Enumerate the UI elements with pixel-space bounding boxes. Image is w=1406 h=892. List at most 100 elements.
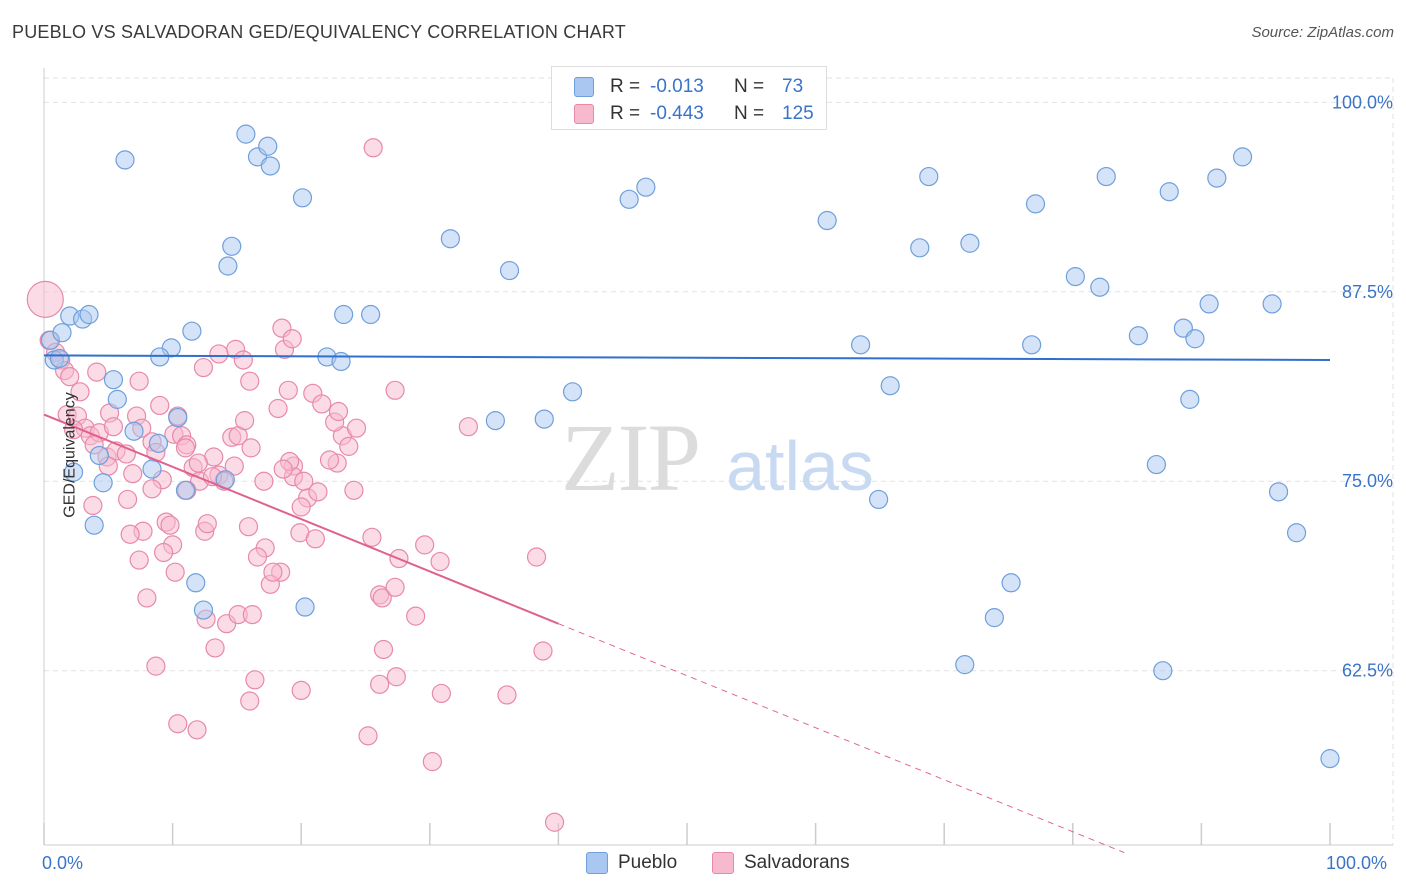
bottom-legend-label-salvadorans: Salvadorans: [744, 852, 850, 873]
bottom-legend-swatch-pueblo: [586, 852, 608, 874]
salvadorans-point: [544, 812, 565, 832]
legend-n-value: 73: [782, 76, 804, 97]
salvadorans-point: [291, 680, 311, 701]
salvadorans-point: [142, 479, 162, 499]
pueblo-point: [107, 389, 127, 409]
salvadorans-point: [358, 726, 378, 746]
salvadorans-point: [240, 371, 260, 391]
legend-swatch-salvadorans: [574, 104, 594, 124]
salvadorans-point: [129, 371, 149, 391]
pueblo-point: [295, 597, 315, 617]
pueblo-point: [222, 236, 242, 256]
legend-row-pueblo: R = -0.013 N = 73: [574, 75, 803, 99]
salvadorans-point: [263, 562, 283, 582]
salvadorans-point: [305, 529, 325, 549]
salvadorans-point: [385, 577, 405, 597]
salvadorans-point: [247, 547, 268, 567]
salvadorans-point: [123, 464, 143, 484]
salvadorans-point: [268, 398, 288, 419]
salvadorans-point: [117, 489, 138, 510]
legend-r-label: R =: [610, 103, 641, 124]
salvadorans-point: [273, 459, 293, 479]
legend-r-value: -0.013: [650, 76, 704, 97]
salvadorans-point: [385, 380, 405, 400]
pueblo-point: [919, 166, 939, 187]
salvadorans-point: [406, 606, 426, 626]
salvadorans-point: [197, 514, 217, 534]
salvadorans-point: [233, 350, 253, 370]
legend-n-label: N =: [734, 103, 765, 124]
salvadorans-point: [533, 641, 553, 661]
pueblo-point: [1025, 194, 1046, 214]
salvadorans-point: [146, 656, 166, 676]
pueblo-point: [168, 407, 188, 428]
salvadorans-point: [308, 482, 328, 502]
pueblo-point: [361, 304, 381, 325]
pueblo-point: [124, 421, 144, 441]
salvadorans-point: [224, 456, 244, 476]
pueblo-point: [142, 459, 162, 479]
salvadorans-point: [193, 357, 214, 378]
bottom-legend-salvadorans: Salvadorans: [712, 852, 850, 874]
pueblo-point: [89, 445, 109, 466]
pueblo-point: [148, 433, 169, 453]
salvadorans-point: [238, 517, 259, 537]
pueblo-point: [63, 462, 84, 482]
salvadorans-point: [137, 588, 157, 608]
salvadorans-point: [430, 551, 450, 572]
y-tick-label: 75.0%: [1342, 471, 1393, 491]
grid-lines: [44, 77, 1394, 845]
salvadorans-point: [339, 436, 359, 456]
pueblo-point: [984, 608, 1004, 628]
salvadorans-point: [291, 497, 311, 517]
salvadorans-point: [373, 639, 394, 660]
salvadorans-point: [242, 605, 262, 625]
salvadorans-point: [188, 453, 208, 473]
salvadorans-point: [26, 280, 64, 318]
pueblo-point: [218, 256, 238, 276]
pueblo-point: [1146, 454, 1166, 475]
salvadorans-point: [282, 329, 302, 349]
salvadorans-trend-line: [43, 413, 559, 625]
pueblo-point: [260, 156, 280, 176]
salvadorans-point: [240, 691, 260, 711]
pueblo-point: [440, 229, 460, 249]
pueblo-point: [1286, 523, 1307, 543]
pueblo-point: [52, 323, 72, 343]
salvadorans-point: [526, 547, 547, 567]
salvadorans-point: [319, 450, 340, 470]
legend-box: R = -0.013 N = 73 R = -0.443 N = 125: [551, 66, 827, 130]
salvadorans-point: [363, 138, 383, 158]
salvadorans-point: [245, 670, 265, 690]
legend-swatch-pueblo: [574, 77, 594, 97]
salvadorans-point: [160, 515, 180, 535]
pueblo-point: [331, 351, 351, 372]
salvadorans-point: [241, 438, 261, 458]
pueblo-point: [869, 489, 889, 510]
x-tick-label-max: 100.0%: [1326, 853, 1388, 873]
pueblo-point: [1180, 389, 1200, 409]
pueblo-point: [1199, 294, 1219, 314]
pueblo-point: [636, 177, 656, 197]
y-tick-label: 62.5%: [1342, 661, 1393, 681]
salvadorans-point: [294, 471, 314, 491]
x-tick-label-min: 0.0%: [42, 853, 84, 873]
pueblo-point: [1185, 329, 1205, 349]
salvadorans-point: [431, 683, 451, 704]
salvadorans-point: [362, 527, 382, 547]
pueblo-point: [880, 376, 900, 396]
pueblo-point: [1320, 749, 1340, 769]
y-tick-labels: 100.0% 87.5% 75.0% 62.5%: [1332, 92, 1393, 680]
legend-n-value: 125: [782, 103, 814, 124]
pueblo-point: [334, 304, 354, 325]
salvadorans-point: [70, 382, 90, 402]
pueblo-point: [485, 411, 505, 431]
pueblo-point: [499, 260, 520, 281]
salvadorans-point: [328, 401, 349, 422]
salvadorans-point: [168, 714, 188, 734]
y-axis-label: GED/Equivalency: [61, 392, 79, 518]
pueblo-point: [534, 409, 554, 429]
salvadorans-point: [346, 418, 367, 438]
pueblo-point: [186, 573, 206, 593]
salvadorans-trend-extension: [558, 623, 1125, 854]
